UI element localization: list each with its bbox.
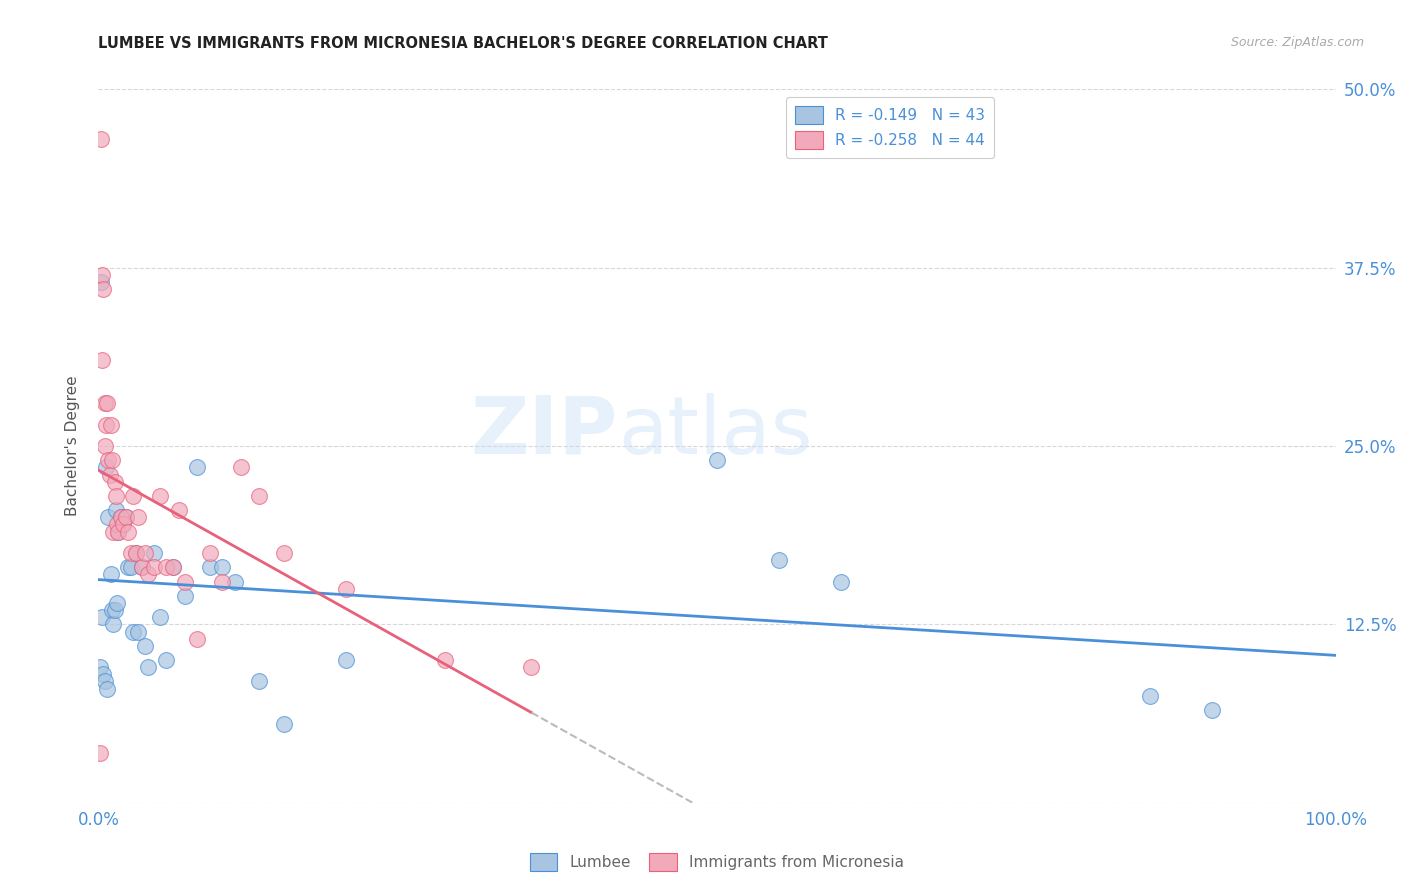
Point — [90, 275, 112, 289]
Point — [101, 603, 124, 617]
Point — [93, 396, 115, 410]
Point — [136, 567, 159, 582]
Point — [96, 681, 118, 696]
Point — [433, 653, 456, 667]
Point — [224, 574, 246, 589]
Text: ZIP: ZIP — [471, 392, 619, 471]
Point — [149, 489, 172, 503]
Point — [122, 489, 145, 503]
Point — [198, 560, 221, 574]
Y-axis label: Bachelor's Degree: Bachelor's Degree — [65, 376, 80, 516]
Point — [98, 467, 121, 482]
Point — [103, 617, 125, 632]
Legend: Lumbee, Immigrants from Micronesia: Lumbee, Immigrants from Micronesia — [524, 847, 910, 877]
Point — [112, 517, 135, 532]
Point — [97, 510, 120, 524]
Point — [120, 546, 142, 560]
Point — [93, 282, 115, 296]
Point — [100, 417, 122, 432]
Point — [103, 475, 125, 489]
Point — [143, 560, 166, 574]
Point — [105, 596, 128, 610]
Point — [136, 660, 159, 674]
Point — [520, 660, 543, 674]
Point — [198, 546, 221, 560]
Point — [94, 460, 117, 475]
Point — [103, 603, 125, 617]
Point — [174, 574, 197, 589]
Text: LUMBEE VS IMMIGRANTS FROM MICRONESIA BACHELOR'S DEGREE CORRELATION CHART: LUMBEE VS IMMIGRANTS FROM MICRONESIA BAC… — [98, 36, 828, 51]
Point — [127, 510, 149, 524]
Point — [91, 610, 114, 624]
Point — [134, 546, 156, 560]
Point — [1201, 703, 1223, 717]
Point — [105, 517, 128, 532]
Point — [94, 417, 117, 432]
Point — [110, 510, 132, 524]
Point — [211, 560, 233, 574]
Point — [122, 624, 145, 639]
Point — [335, 582, 357, 596]
Point — [131, 560, 153, 574]
Point — [104, 503, 127, 517]
Point — [93, 439, 115, 453]
Point — [117, 524, 139, 539]
Point — [247, 489, 270, 503]
Point — [120, 560, 142, 574]
Point — [155, 653, 177, 667]
Point — [107, 524, 129, 539]
Point — [186, 460, 208, 475]
Point — [91, 268, 114, 282]
Point — [830, 574, 852, 589]
Point — [90, 132, 112, 146]
Point — [97, 453, 120, 467]
Point — [104, 489, 127, 503]
Point — [100, 567, 122, 582]
Point — [96, 396, 118, 410]
Point — [706, 453, 728, 467]
Point — [131, 560, 153, 574]
Point — [174, 589, 197, 603]
Point — [273, 546, 295, 560]
Point — [155, 560, 177, 574]
Point — [247, 674, 270, 689]
Point — [273, 717, 295, 731]
Point — [89, 660, 111, 674]
Point — [127, 624, 149, 639]
Point — [768, 553, 790, 567]
Point — [1139, 689, 1161, 703]
Point — [229, 460, 252, 475]
Point — [335, 653, 357, 667]
Point — [162, 560, 184, 574]
Point — [110, 510, 132, 524]
Text: atlas: atlas — [619, 392, 813, 471]
Point — [114, 510, 136, 524]
Point — [186, 632, 208, 646]
Point — [211, 574, 233, 589]
Point — [124, 546, 146, 560]
Text: Source: ZipAtlas.com: Source: ZipAtlas.com — [1230, 36, 1364, 49]
Point — [114, 510, 136, 524]
Point — [134, 639, 156, 653]
Point — [167, 503, 190, 517]
Point — [91, 353, 114, 368]
Point — [107, 524, 129, 539]
Point — [162, 560, 184, 574]
Point — [101, 453, 124, 467]
Point — [149, 610, 172, 624]
Point — [117, 560, 139, 574]
Point — [112, 517, 135, 532]
Point — [93, 674, 115, 689]
Point — [93, 667, 115, 681]
Point — [103, 524, 125, 539]
Point — [124, 546, 146, 560]
Point — [143, 546, 166, 560]
Point — [89, 746, 111, 760]
